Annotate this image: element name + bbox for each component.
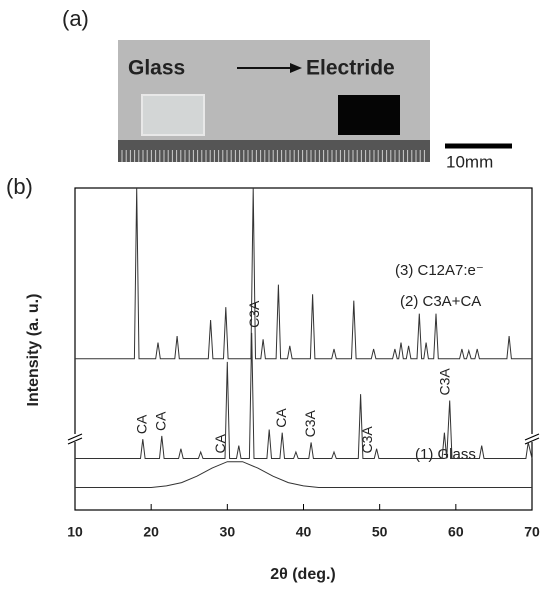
arrow-head — [290, 63, 302, 73]
photo: Glass Electride — [118, 40, 430, 162]
x-tick-label: 70 — [524, 524, 540, 540]
peak-label: CA — [273, 408, 289, 428]
peak-label: CA — [133, 414, 149, 434]
peak-label: CA — [153, 411, 169, 431]
series-line — [75, 461, 532, 488]
photo-label: Glass — [128, 57, 185, 80]
x-tick-label: 20 — [143, 524, 159, 540]
peak-label: C3A — [359, 426, 375, 454]
peak-label: C3A — [246, 300, 262, 328]
peak-label: CA — [212, 433, 228, 453]
series-line — [75, 187, 532, 360]
scale-bar-label: 10mm — [446, 152, 493, 171]
x-tick-label: 30 — [220, 524, 236, 540]
x-tick-label: 10 — [67, 524, 83, 540]
panel-label: (b) — [6, 174, 33, 199]
series-label: (2) C3A+CA — [400, 293, 481, 310]
axis-break — [67, 433, 540, 445]
photo-label: Electride — [306, 57, 395, 80]
glass-sample — [141, 94, 205, 136]
series-line — [75, 332, 533, 459]
ruler — [118, 140, 430, 162]
x-tick-label: 60 — [448, 524, 464, 540]
series-label: (3) C12A7:e⁻ — [395, 262, 484, 279]
electride-sample — [338, 95, 400, 135]
x-axis-label: 2θ (deg.) — [270, 566, 336, 583]
peak-label: C3A — [437, 368, 453, 396]
x-tick-label: 50 — [372, 524, 388, 540]
x-tick-label: 40 — [296, 524, 312, 540]
panel-label: (a) — [62, 6, 89, 31]
y-axis-label: Intensity (a. u.) — [25, 294, 42, 407]
peak-label: C3A — [302, 409, 318, 437]
